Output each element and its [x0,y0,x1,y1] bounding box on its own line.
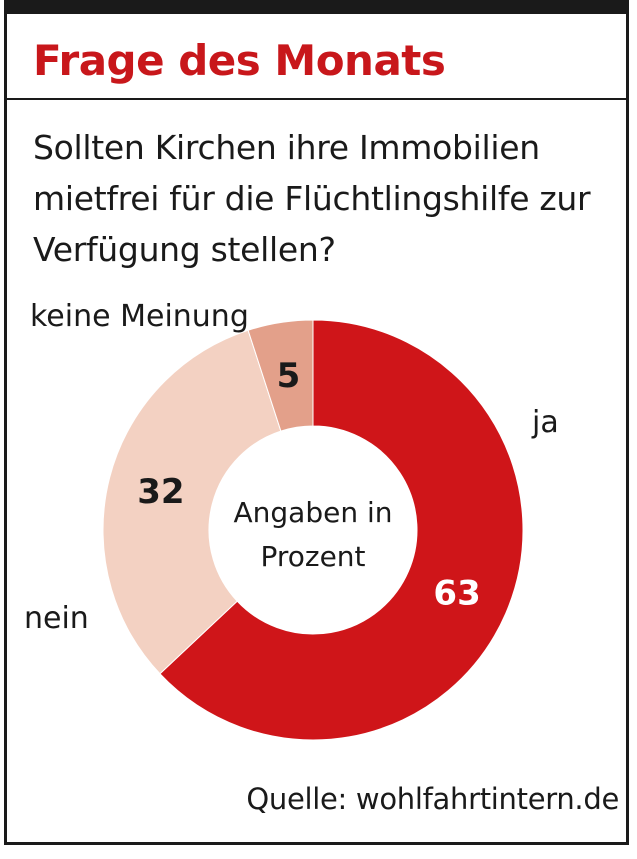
category-label-nein: nein [24,601,89,636]
card-header: Frage des Monats [7,14,626,100]
slice-value-labels: 63 32 5 [137,356,480,613]
slice-keine-meinung [247,319,314,432]
category-label-keine-meinung: keine Meinung [30,299,249,334]
donut-slices [102,319,524,741]
value-label-nein: 32 [137,472,184,512]
card-title: Frage des Monats [33,36,446,85]
slice-nein [102,329,282,675]
center-label-line-2: Prozent [260,540,365,573]
center-label-line-1: Angaben in [233,496,392,529]
category-label-ja: ja [531,405,559,440]
poll-question: Sollten Kirchen ihre Immobilien mietfrei… [33,128,591,269]
value-label-keine-meinung: 5 [277,356,301,396]
value-label-ja: 63 [433,573,480,613]
slice-ja [159,319,524,741]
slice-category-labels: ja nein keine Meinung [24,299,559,636]
source-credit: Quelle: wohlfahrtintern.de [246,782,619,816]
